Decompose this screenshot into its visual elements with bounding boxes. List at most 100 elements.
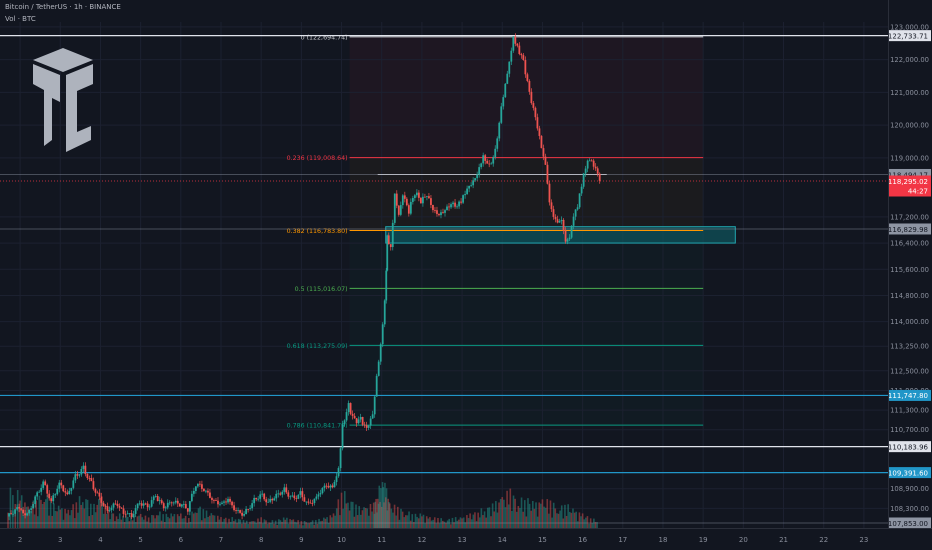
candle-body [474, 178, 477, 181]
volume-bar [408, 511, 410, 528]
candle-body [245, 508, 248, 515]
candle-body [327, 486, 330, 488]
volume-bar [482, 515, 484, 528]
candle-body [494, 148, 497, 157]
candle-body [199, 483, 201, 485]
volume-bar [236, 522, 238, 528]
volume-bar [512, 495, 515, 528]
volume-bar [315, 520, 317, 528]
volume-bar [191, 511, 193, 528]
volume-bar [438, 523, 441, 528]
volume-bar [35, 500, 37, 528]
volume-bar [41, 504, 44, 528]
candle-body [156, 496, 159, 502]
volume-bar [445, 522, 447, 528]
volume-bar [371, 511, 373, 528]
volume-bar [538, 502, 541, 528]
volume-bar [54, 510, 57, 528]
candle-body [285, 487, 288, 493]
candle-body [273, 498, 276, 501]
candle-body [363, 424, 366, 426]
volume-bar [522, 511, 524, 528]
candle-body [490, 163, 493, 165]
candle-body [426, 196, 428, 197]
volume-bar [586, 516, 589, 528]
volume-bar [443, 521, 446, 528]
volume-bar [324, 518, 327, 528]
volume-bar [165, 513, 168, 528]
volume-bar [356, 515, 359, 528]
candle-body [301, 491, 304, 498]
candle-body [50, 498, 53, 502]
candle-body [456, 206, 458, 208]
symbol-title[interactable]: Bitcoin / TetherUS · 1h · BINANCE [5, 3, 121, 11]
volume-bar [72, 504, 74, 528]
candle-body [259, 494, 262, 499]
candle-body [299, 491, 302, 495]
candle-body [478, 167, 481, 175]
candle-body [313, 498, 316, 504]
candle-body [255, 497, 258, 500]
candle-body [207, 490, 209, 493]
candle-body [243, 514, 245, 516]
volume-bar [106, 513, 108, 528]
volume-bar [51, 515, 54, 528]
volume-bar [351, 501, 354, 528]
volume-bar [125, 515, 127, 528]
time-tick-label: 3 [58, 536, 62, 544]
volume-bar [382, 487, 385, 528]
candle-body [586, 160, 589, 169]
candle-body [231, 501, 233, 506]
volume-bar [580, 516, 582, 528]
volume-bar [245, 520, 248, 528]
volume-bar [20, 495, 23, 528]
candle-body [442, 212, 444, 214]
candle-body [98, 492, 101, 497]
volume-bar [568, 511, 571, 528]
candle-body [247, 508, 250, 510]
volume-bar [194, 512, 197, 528]
volume-bar [170, 513, 172, 528]
price-tick-label: 122,000.00 [890, 56, 929, 64]
candle-body [279, 493, 282, 495]
volume-bar [75, 502, 78, 528]
volume-bar [511, 510, 513, 528]
candle-body [221, 502, 223, 504]
volume-bar [49, 501, 52, 528]
volume-bar [157, 515, 160, 528]
volume-bar [401, 511, 404, 528]
volume-bar [64, 508, 66, 528]
candle-body [365, 425, 368, 428]
candle-body [120, 507, 123, 509]
candle-body [542, 148, 545, 157]
price-tick-label: 110,700.00 [890, 426, 929, 434]
volume-bar [319, 521, 322, 528]
candle-body [359, 417, 362, 420]
candle-body [58, 482, 61, 489]
candle-body [341, 424, 344, 449]
candle-body [335, 476, 338, 482]
volume-bar [388, 503, 391, 528]
candle-body [64, 491, 67, 493]
volume-bar [40, 499, 42, 528]
candle-body [428, 196, 430, 199]
fib-label-fib618: 0.618 (113,275.09) [287, 343, 348, 350]
time-tick-label: 20 [739, 536, 748, 544]
candle-body [375, 375, 378, 397]
volume-bar [208, 515, 211, 528]
volume-bar [424, 523, 426, 528]
volume-bar [376, 498, 379, 528]
candle-body [592, 160, 595, 167]
volume-bar [334, 515, 336, 528]
candle-body [317, 494, 320, 497]
candle-body [233, 505, 235, 511]
volume-bar [109, 519, 111, 528]
volume-bar [244, 523, 246, 528]
volume-bar [25, 506, 28, 528]
price-tick-label: 108,900.00 [890, 485, 929, 493]
candle-body [594, 166, 597, 169]
volume-bar [305, 522, 307, 528]
price-axis-panel [888, 0, 932, 550]
volume-bar [104, 504, 107, 528]
